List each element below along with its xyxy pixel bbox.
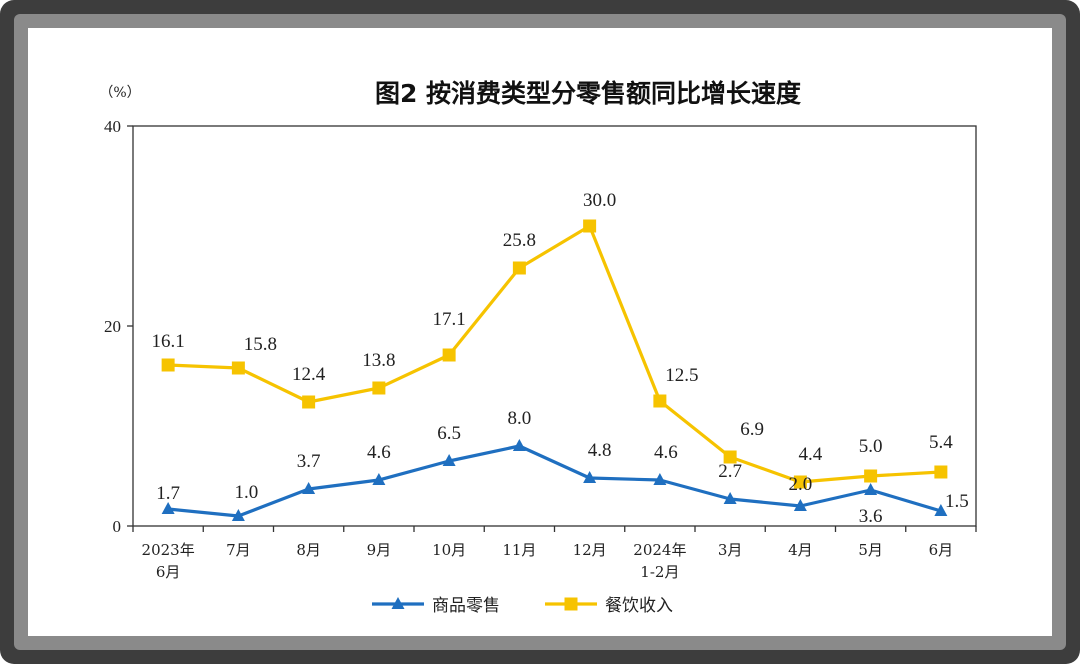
legend-label: 商品零售 xyxy=(432,596,500,616)
square-marker xyxy=(512,261,526,275)
y-tick-label: 0 xyxy=(113,517,122,536)
chart-title: 图2 按消费类型分零售额同比增长速度 xyxy=(375,79,801,108)
square-marker xyxy=(793,475,807,489)
data-label: 3.6 xyxy=(859,506,883,527)
data-label: 25.8 xyxy=(503,230,536,251)
data-label: 13.8 xyxy=(362,350,395,371)
x-tick-label: 3月 xyxy=(718,541,743,559)
square-marker xyxy=(231,361,245,375)
square-marker xyxy=(302,395,316,409)
data-label: 15.8 xyxy=(244,334,277,355)
x-tick-label: 12月 xyxy=(573,541,607,559)
data-label: 12.5 xyxy=(665,365,698,386)
data-label: 17.1 xyxy=(433,309,466,330)
x-tick-label: 6月 xyxy=(929,541,954,559)
x-tick-label: 1-2月 xyxy=(640,563,679,581)
triangle-marker xyxy=(442,454,456,466)
x-tick-label: 9月 xyxy=(367,541,392,559)
data-label: 4.6 xyxy=(367,442,391,463)
x-tick-label: 10月 xyxy=(432,541,466,559)
series-line-goods xyxy=(167,444,942,518)
data-label: 8.0 xyxy=(508,408,532,429)
square-marker xyxy=(723,450,737,464)
data-label: 1.0 xyxy=(235,482,259,503)
x-tick-label: 8月 xyxy=(296,541,321,559)
chart-panel xyxy=(28,28,1052,636)
data-label: 4.4 xyxy=(799,444,823,465)
data-label: 1.5 xyxy=(945,491,969,512)
data-label: 3.7 xyxy=(297,451,321,472)
legend-label: 餐饮收入 xyxy=(605,596,673,616)
triangle-marker xyxy=(512,439,526,451)
triangle-marker xyxy=(793,499,807,511)
y-tick-label: 20 xyxy=(104,317,121,336)
data-label: 6.5 xyxy=(437,423,461,444)
square-marker xyxy=(864,469,878,483)
data-label: 4.8 xyxy=(588,440,612,461)
data-label: 2.0 xyxy=(789,474,813,495)
x-tick-label: 6月 xyxy=(156,563,181,581)
axes: 0 20 40 2023年 6月 7月 8月 9月 10月 11月 12月 2024年 1-2月 3月 4月… xyxy=(104,117,977,581)
data-label: 6.9 xyxy=(740,419,764,440)
legend: 商品零售 餐饮收入 xyxy=(372,596,673,616)
square-marker xyxy=(372,381,386,395)
x-tick-label: 5月 xyxy=(858,541,883,559)
data-label: 12.4 xyxy=(292,364,326,385)
triangle-marker xyxy=(934,504,948,516)
triangle-marker xyxy=(372,473,386,485)
x-tick-label: 2024年 xyxy=(633,541,686,559)
triangle-marker xyxy=(864,483,878,495)
x-tick-label: 4月 xyxy=(788,541,813,559)
y-tick-label: 40 xyxy=(104,117,121,136)
y-axis-unit: （%） xyxy=(99,85,140,101)
square-marker xyxy=(653,394,667,408)
x-tick-label: 11月 xyxy=(502,541,536,559)
data-labels: 1.7 1.0 3.7 4.6 6.5 8.0 4.8 4.6 2.7 2.0 3.6 1.5 16.1… xyxy=(152,190,969,527)
series-layer xyxy=(161,219,948,521)
x-tick-label: 2023年 xyxy=(142,541,195,559)
legend-square-marker xyxy=(564,597,578,611)
data-label: 5.0 xyxy=(859,436,883,457)
square-marker xyxy=(934,465,948,479)
triangle-marker xyxy=(653,473,667,485)
series-line-catering xyxy=(168,224,941,484)
plot-area-frame xyxy=(132,125,977,527)
data-label: 2.7 xyxy=(718,461,742,482)
data-label: 5.4 xyxy=(929,432,953,453)
data-label: 30.0 xyxy=(583,190,616,211)
triangle-marker xyxy=(723,492,737,504)
triangle-marker xyxy=(161,502,175,514)
triangle-marker xyxy=(231,509,245,521)
square-marker xyxy=(442,348,456,362)
data-label: 4.6 xyxy=(654,442,678,463)
square-marker xyxy=(161,358,175,372)
triangle-marker xyxy=(302,482,316,494)
data-label: 1.7 xyxy=(156,483,180,504)
triangle-marker xyxy=(583,471,597,483)
data-label: 16.1 xyxy=(152,331,185,352)
legend-triangle-marker xyxy=(391,597,405,609)
square-marker xyxy=(583,219,597,233)
x-tick-label: 7月 xyxy=(226,541,251,559)
